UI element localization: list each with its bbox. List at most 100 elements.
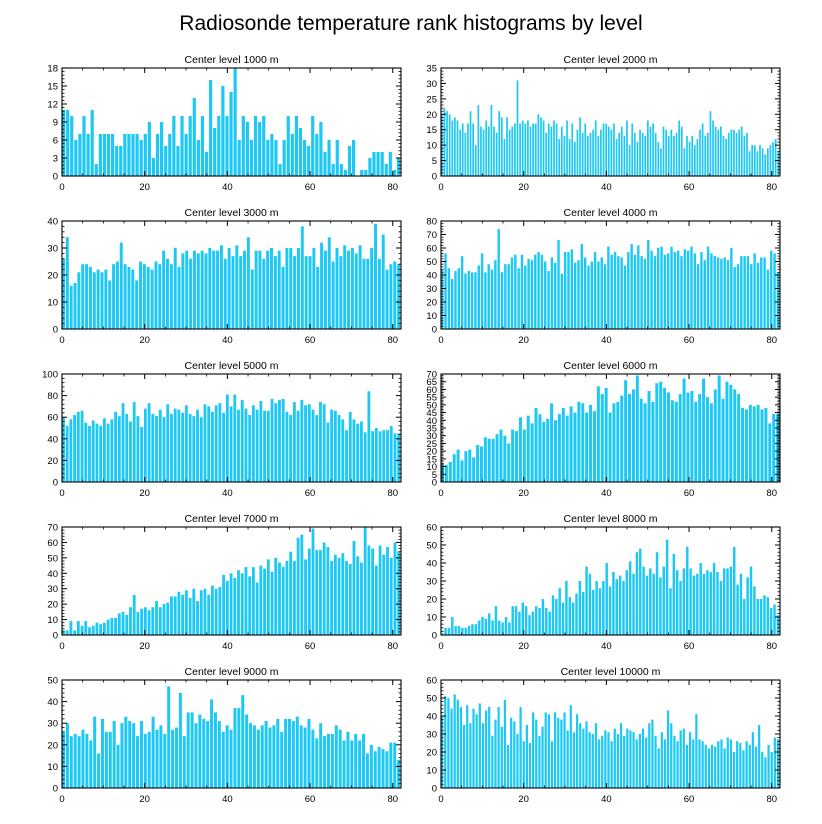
histogram-bar (563, 135, 566, 176)
histogram-bar (129, 607, 132, 635)
histogram-bar (168, 134, 172, 176)
histogram-bar (613, 252, 617, 329)
histogram-bar (190, 712, 194, 788)
histogram-bar (673, 252, 677, 329)
histogram-bar (456, 699, 459, 788)
histogram-bar (173, 596, 177, 635)
histogram-bar (753, 145, 756, 176)
x-tick-label: 20 (139, 794, 150, 805)
histogram-bar (285, 560, 289, 635)
histogram-bar (746, 577, 749, 635)
histogram-bar (615, 579, 618, 635)
histogram-bar (112, 721, 116, 788)
histogram-bar (282, 140, 286, 176)
x-tick-label: 80 (387, 488, 398, 499)
y-tick-label: 30 (426, 431, 437, 442)
y-tick-label: 60 (47, 538, 58, 549)
histogram-bar (587, 265, 590, 329)
histogram-bar (260, 725, 264, 788)
histogram-bar (712, 120, 714, 176)
histogram-bar (167, 686, 171, 788)
histogram-bar (307, 146, 311, 176)
histogram-bar (235, 245, 239, 329)
histogram-bar (676, 741, 679, 788)
histogram-bar (756, 404, 760, 482)
histogram-bar (482, 129, 485, 176)
histogram-bar (532, 712, 535, 788)
histogram-bar (637, 245, 640, 329)
histogram-bar (91, 625, 95, 635)
histogram-bar (498, 620, 501, 635)
histogram-bar (733, 546, 736, 635)
histogram-bar (218, 403, 222, 482)
histogram-bar (530, 423, 534, 482)
histogram-bar (592, 590, 595, 635)
y-tick-label: 25 (426, 94, 437, 105)
histogram-bar (612, 572, 615, 635)
histogram-bar (65, 630, 69, 635)
histogram-bar (669, 588, 672, 635)
histogram-bar (147, 731, 151, 788)
panel-8: Center level 9000 m 0 10 20 30 40 50 0 20 40 60 80 (47, 666, 402, 805)
histogram-bar (763, 257, 766, 329)
histogram-bar (703, 260, 706, 329)
histogram-bar (620, 126, 623, 176)
histogram-bar (315, 134, 319, 176)
histogram-bar (522, 741, 525, 788)
histogram-bar (736, 741, 739, 788)
y-tick-label: 3 (53, 154, 58, 165)
histogram-bar (521, 120, 524, 176)
histogram-bar (736, 264, 740, 329)
y-tick-label: 60 (47, 413, 58, 424)
histogram-bar (484, 618, 488, 635)
histogram-bar (204, 152, 209, 176)
histogram-bar (673, 135, 675, 176)
histogram-bar (177, 591, 181, 635)
histogram-bar (633, 254, 637, 329)
histogram-bar (726, 260, 730, 329)
histogram-bar (748, 744, 751, 788)
histogram-bar (303, 727, 307, 788)
panel-4: Center level 5000 m 0 20 40 60 80 100 0 20 40 60 80 (42, 360, 402, 499)
histogram-bar (657, 748, 660, 788)
histogram-bar (503, 138, 506, 176)
histogram-bar (199, 417, 203, 482)
histogram-bar (604, 387, 608, 482)
histogram-bar (692, 739, 695, 788)
histogram-bar (526, 415, 530, 482)
histogram-bar (216, 250, 220, 329)
histogram-bar (623, 135, 626, 176)
y-tick-label: 65 (426, 377, 437, 388)
histogram-bar (249, 723, 253, 788)
histogram-bar (381, 749, 385, 788)
histogram-bar (550, 126, 553, 176)
y-tick-label: 60 (426, 676, 437, 687)
histogram-bar (119, 242, 123, 329)
histogram-bar (607, 732, 610, 788)
histogram-bar (737, 394, 741, 482)
histogram-bar (511, 606, 514, 635)
y-tick-label: 9 (53, 118, 58, 129)
histogram-bar (772, 414, 776, 482)
histogram-bar (204, 253, 208, 329)
histogram-bar (730, 129, 733, 176)
x-tick-label: 60 (305, 641, 316, 652)
histogram-bar (709, 111, 712, 176)
histogram-bar (367, 391, 371, 482)
histogram-bar (162, 604, 166, 635)
histogram-bar (323, 250, 327, 329)
panel-7: Center level 8000 m 0 10 20 30 40 50 60 0 20 40 60 8… (426, 513, 781, 652)
histogram-bar (623, 265, 627, 329)
histogram-bar (69, 621, 73, 635)
histogram-bar (244, 408, 248, 482)
histogram-bar (738, 129, 740, 176)
histogram-bar (710, 744, 714, 788)
histogram-bar (693, 145, 696, 176)
histogram-bar (655, 552, 659, 635)
x-tick-label: 40 (601, 335, 612, 346)
histogram-bar (393, 542, 397, 635)
histogram-bar (140, 426, 144, 482)
histogram-bar (472, 708, 475, 788)
histogram-bar (756, 151, 759, 176)
histogram-bar (177, 409, 181, 482)
